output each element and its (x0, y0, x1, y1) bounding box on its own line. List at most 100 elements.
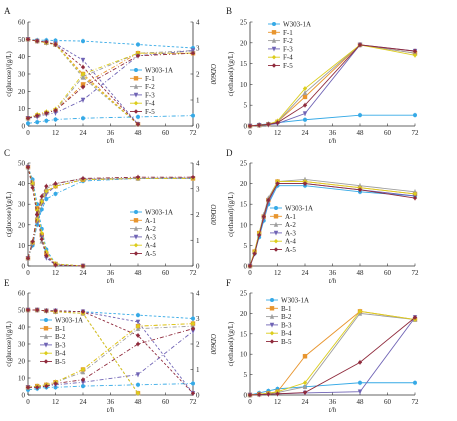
series-line-od-F-3 (27, 50, 194, 119)
data-point (44, 110, 49, 116)
series-line-od-A-3 (27, 177, 193, 259)
legend-entry: W303-1A (145, 209, 173, 217)
legend-marker (43, 326, 49, 331)
data-point (44, 383, 49, 389)
data-point (80, 380, 86, 385)
y-axis-title: c(ethanol)/(g/L) (227, 191, 235, 236)
data-point (357, 389, 363, 395)
y2-tick-label: 1 (196, 366, 200, 374)
y-tick-label: 25 (240, 160, 248, 168)
data-point (34, 212, 40, 217)
legend-marker (43, 351, 49, 356)
y-tick-label: 25 (240, 19, 248, 27)
y-tick-label: 50 (18, 160, 26, 168)
x-axis-title: t/h (329, 137, 337, 145)
legend-marker (273, 230, 279, 236)
legend-entry: B-4 (55, 350, 66, 358)
legend-marker (273, 239, 279, 244)
data-point (302, 94, 308, 100)
series-line-glucose-B-3 (28, 309, 194, 394)
data-point (34, 38, 40, 44)
x-tick-label: 72 (412, 398, 420, 406)
y2-tick-label: 1 (196, 97, 200, 105)
data-point (191, 316, 195, 321)
y-tick-label: 30 (18, 341, 26, 349)
y2-tick-label: 3 (196, 45, 200, 53)
data-point (303, 117, 307, 122)
data-point (44, 308, 49, 314)
y-tick-label: 0 (22, 392, 26, 400)
x-tick-label: 12 (274, 269, 282, 277)
y-tick-label: 50 (18, 36, 26, 44)
legend: W303-1AF-1F-2F-3F-4F-5 (130, 67, 173, 116)
data-point (34, 385, 40, 390)
legend: W303-1AA-1A-2A-3A-4A-5 (270, 205, 313, 254)
legend-entry: A-4 (285, 238, 296, 246)
data-point (412, 195, 418, 201)
data-point (53, 262, 58, 268)
x-tick-label: 48 (357, 269, 365, 277)
legend-marker (133, 251, 139, 256)
data-point (53, 117, 58, 122)
legend-entry: B-2 (281, 313, 292, 321)
series-line-od-B-3 (28, 330, 194, 388)
data-point (412, 191, 418, 197)
x-tick-label: 60 (384, 398, 392, 406)
series-line-od-W303-1A (27, 383, 194, 391)
panel-label: C (4, 148, 10, 158)
x-tick-label: 36 (107, 129, 115, 137)
legend-marker (271, 30, 277, 35)
data-point (357, 360, 363, 365)
data-point (44, 253, 49, 258)
data-point (135, 53, 141, 58)
x-tick-label: 24 (80, 269, 88, 277)
legend-entry: A-2 (145, 225, 156, 233)
data-point (44, 191, 49, 197)
y2-tick-label: 1 (196, 237, 200, 245)
series-line-ethanol-B-5 (249, 317, 416, 396)
panel-label: A (4, 6, 11, 16)
data-point (80, 84, 86, 90)
y2-tick-label: 3 (196, 185, 200, 193)
legend-entry: F-4 (145, 100, 155, 108)
series-line-od-F-5 (27, 52, 194, 119)
panel-label: E (4, 278, 10, 288)
data-point (266, 391, 271, 397)
legend-marker (44, 318, 48, 322)
data-point (266, 197, 271, 203)
data-point (247, 123, 253, 129)
data-point (44, 118, 49, 123)
x-tick-label: 24 (302, 129, 310, 137)
x-axis-title: t/h (107, 406, 115, 414)
legend: W303-1AB-1B-2B-3B-4B-5 (266, 297, 309, 346)
data-point (135, 323, 141, 329)
series-line-od-F-2 (27, 50, 194, 119)
x-tick-label: 36 (329, 269, 337, 277)
legend-entry: W303-1A (55, 317, 83, 325)
legend-marker (134, 68, 138, 72)
legend-marker (269, 322, 275, 328)
data-point (35, 120, 40, 125)
data-point (81, 39, 85, 44)
y-axis-title: c(ethanol)/(g/L) (227, 51, 235, 96)
legend: W303-1AB-1B-2B-3B-4B-5 (40, 317, 83, 366)
y-tick-label: 0 (22, 263, 26, 271)
data-point (247, 392, 253, 398)
data-point (34, 307, 40, 313)
legend-marker (272, 22, 276, 26)
legend-marker (269, 339, 275, 344)
y2-tick-label: 0 (196, 392, 200, 400)
legend-marker (133, 218, 139, 223)
data-point (53, 191, 58, 196)
y2-axis-title: OD600 (209, 64, 217, 85)
data-point (25, 256, 31, 261)
data-point (135, 174, 141, 180)
y-tick-label: 10 (240, 351, 248, 359)
data-point (44, 197, 49, 202)
data-point (25, 307, 31, 313)
legend-marker (133, 234, 139, 240)
data-point (80, 97, 86, 103)
legend-entry: F-2 (145, 83, 155, 91)
y-tick-label: 10 (18, 105, 26, 113)
